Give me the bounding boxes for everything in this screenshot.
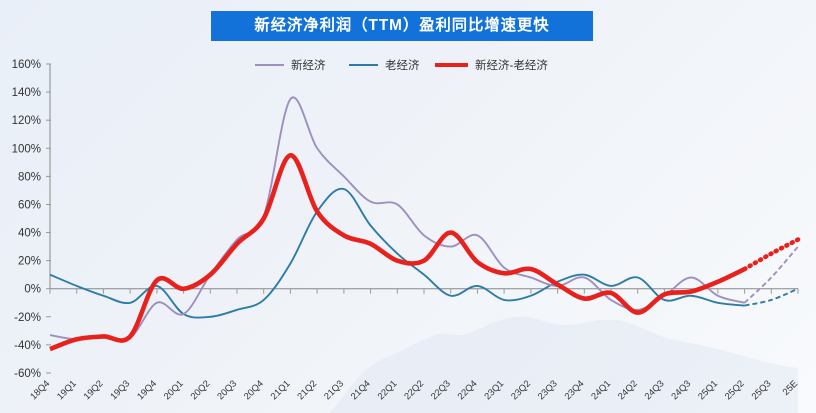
svg-text:100%: 100% [12, 143, 41, 155]
svg-text:20Q4: 20Q4 [242, 378, 265, 401]
svg-text:-40%: -40% [14, 340, 41, 352]
svg-text:20Q2: 20Q2 [189, 378, 212, 401]
svg-text:20Q1: 20Q1 [162, 378, 185, 401]
svg-text:18Q4: 18Q4 [28, 378, 51, 401]
svg-text:21Q1: 21Q1 [269, 378, 292, 401]
svg-text:60%: 60% [18, 200, 41, 212]
svg-text:-20%: -20% [14, 312, 41, 324]
svg-text:80%: 80% [18, 171, 41, 183]
svg-text:19Q3: 19Q3 [108, 378, 131, 401]
svg-text:21Q3: 21Q3 [322, 378, 345, 401]
svg-text:19Q1: 19Q1 [55, 378, 78, 401]
svg-text:老经济: 老经济 [385, 58, 420, 72]
svg-text:-60%: -60% [14, 368, 41, 380]
svg-text:19Q2: 19Q2 [82, 378, 105, 401]
svg-text:20%: 20% [18, 256, 41, 268]
svg-text:新经济: 新经济 [291, 58, 326, 72]
svg-text:新经济-老经济: 新经济-老经济 [475, 58, 548, 72]
svg-text:21Q2: 21Q2 [295, 378, 318, 401]
svg-text:40%: 40% [18, 228, 41, 240]
svg-text:120%: 120% [12, 115, 41, 127]
svg-text:20Q3: 20Q3 [215, 378, 238, 401]
svg-text:140%: 140% [12, 87, 41, 99]
svg-text:19Q4: 19Q4 [135, 378, 158, 401]
svg-text:0%: 0% [24, 284, 41, 296]
svg-text:160%: 160% [12, 59, 41, 71]
